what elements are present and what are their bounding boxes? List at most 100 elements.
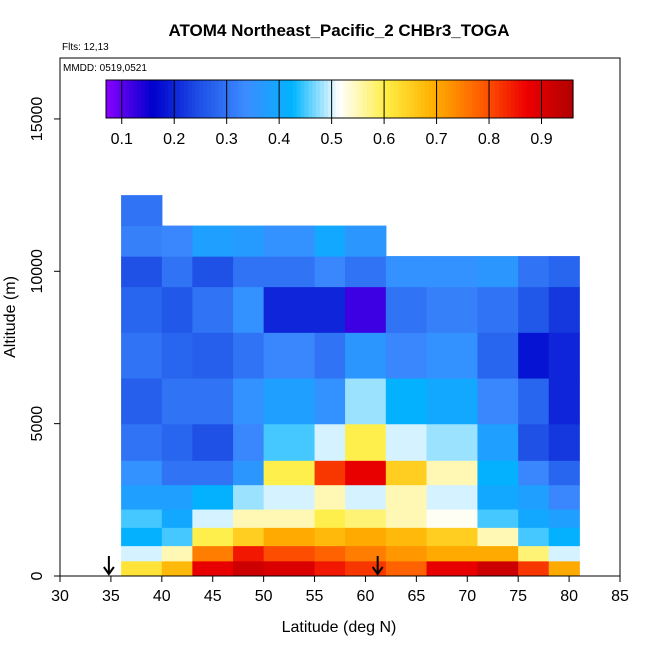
heatmap-cell <box>161 460 193 486</box>
colorbar-segment <box>144 80 150 118</box>
colorbar-segment <box>246 80 251 118</box>
colorbar-segment <box>378 80 383 118</box>
heatmap-cell <box>548 545 580 562</box>
colorbar-segment <box>429 80 434 118</box>
heatmap-cell <box>548 460 580 486</box>
colorbar-segment <box>335 80 341 118</box>
heatmap-cell <box>233 545 265 562</box>
colorbar-segment <box>137 80 142 118</box>
colorbar-tick-label: 0.3 <box>216 131 238 148</box>
heatmap-cell <box>385 508 428 528</box>
colorbar-segment <box>109 80 115 118</box>
colorbar-segment <box>370 80 376 118</box>
heatmap-cell <box>314 508 346 528</box>
heatmap-cell <box>161 256 193 288</box>
heatmap-cell <box>263 484 316 510</box>
heatmap-cell <box>121 332 163 379</box>
colorbar-segment <box>113 80 119 118</box>
heatmap-cell <box>518 332 550 379</box>
colorbar-tick-label: 0.2 <box>163 131 185 148</box>
heatmap-cell <box>426 423 479 461</box>
colorbar-segment <box>121 80 127 118</box>
heatmap-cell <box>314 225 346 257</box>
colorbar-segment <box>355 80 360 118</box>
colorbar-segment <box>561 80 566 118</box>
colorbar-segment <box>253 80 259 118</box>
colorbar-segment <box>460 80 465 118</box>
x-tick-label: 55 <box>306 588 324 605</box>
colorbar-segment <box>499 80 504 118</box>
colorbar-segment <box>393 80 399 118</box>
colorbar-segment <box>187 80 193 118</box>
colorbar-segment <box>265 80 271 118</box>
heatmap-cell <box>121 286 163 333</box>
colorbar-tick-label: 0.6 <box>373 131 395 148</box>
y-tick-label: 15000 <box>29 97 46 142</box>
colorbar-segment <box>281 80 286 118</box>
heatmap-cell <box>548 527 580 547</box>
colorbar-segment <box>518 80 524 118</box>
heatmap-cell <box>161 423 193 461</box>
colorbar-segment <box>487 80 492 118</box>
heatmap-cell <box>161 527 193 547</box>
colorbar-segment <box>288 80 294 118</box>
heatmap-cell <box>314 377 346 425</box>
heatmap-cell <box>161 508 193 528</box>
heatmap-cell <box>161 332 193 379</box>
colorbar-segment <box>479 80 485 118</box>
colorbar-segment <box>557 80 562 118</box>
colorbar-segment <box>160 80 165 118</box>
heatmap-cell <box>233 508 265 528</box>
heatmap-cell <box>345 377 387 425</box>
colorbar-segment <box>549 80 555 118</box>
heatmap-cell <box>477 560 519 576</box>
heatmap-cell <box>385 332 428 379</box>
y-axis-label: Altitude (m) <box>2 276 19 358</box>
colorbar-segment <box>351 80 356 118</box>
flights-label: Flts: 12,13 <box>62 42 109 53</box>
flight-arrows <box>103 556 384 576</box>
heatmap-cell <box>192 545 234 562</box>
colorbar-segment <box>183 80 189 118</box>
heatmap-cell <box>345 484 387 510</box>
heatmap-cell <box>192 560 234 576</box>
x-tick-label: 80 <box>560 588 578 605</box>
heatmap-cell <box>548 423 580 461</box>
heatmap-cell <box>477 256 519 288</box>
x-axis: 30 35 40 45 50 55 60 65 70 75 80 85 <box>51 576 629 605</box>
heatmap-cell <box>426 256 479 288</box>
heatmap-cell <box>314 256 346 288</box>
heatmap-cell <box>263 377 316 425</box>
heatmap-cell <box>477 460 519 486</box>
y-tick-label: 5000 <box>29 406 46 442</box>
heatmap-cell <box>161 377 193 425</box>
heatmap-cell <box>263 460 316 486</box>
colorbar-tick-label: 0.4 <box>268 131 290 148</box>
heatmap-cell <box>233 377 265 425</box>
heatmap-cell <box>263 332 316 379</box>
colorbar-segment <box>195 80 200 118</box>
heatmap-cell <box>426 527 479 547</box>
heatmap-cell <box>385 527 428 547</box>
heatmap-cell <box>345 286 387 333</box>
colorbar-segment <box>553 80 559 118</box>
colorbar-segment <box>475 80 481 118</box>
colorbar-segment <box>491 80 496 118</box>
colorbar-segment <box>526 80 531 118</box>
heatmap-cell <box>121 484 163 510</box>
heatmap-cell <box>345 423 387 461</box>
heatmap-cell <box>345 545 387 562</box>
heatmap-cell <box>385 256 428 288</box>
x-tick-label: 45 <box>204 588 222 605</box>
heatmap-cells <box>121 195 580 576</box>
heatmap-cell <box>518 423 550 461</box>
colorbar-tick-label: 0.5 <box>321 131 343 148</box>
colorbar-segment <box>464 80 469 118</box>
colorbar-segment <box>444 80 450 118</box>
heatmap-cell <box>263 527 316 547</box>
colorbar-segment <box>230 80 236 118</box>
colorbar-segment <box>218 80 224 118</box>
colorbar-segment <box>374 80 380 118</box>
heatmap-cell <box>548 377 580 425</box>
colorbar-segment <box>261 80 267 118</box>
